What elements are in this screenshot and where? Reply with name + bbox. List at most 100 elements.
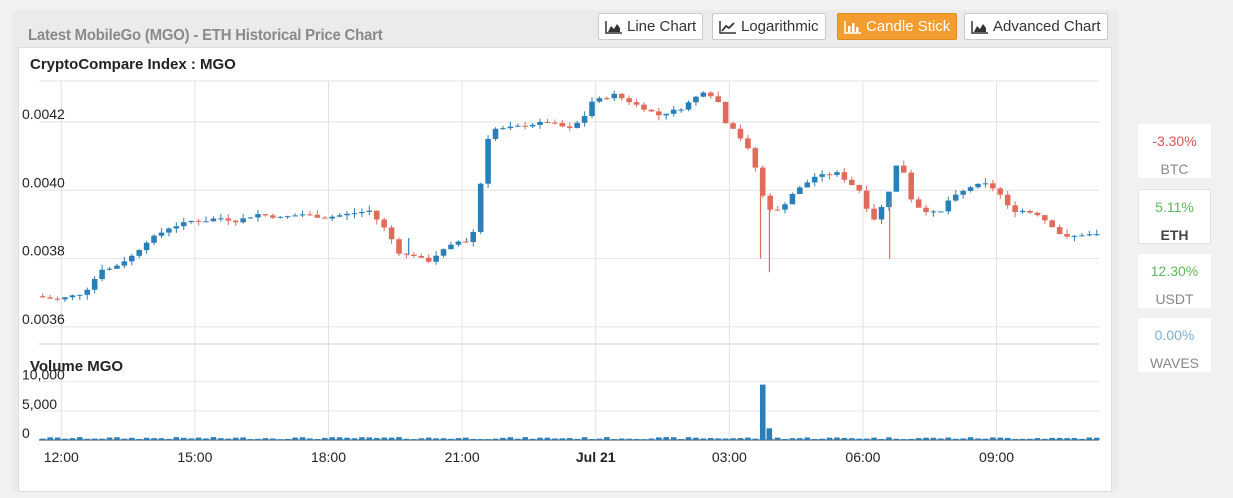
- candle-up: [351, 213, 358, 215]
- volume-bar: [47, 437, 53, 440]
- volume-bar: [39, 438, 46, 440]
- volume-bar: [663, 437, 670, 440]
- volume-bar: [1012, 438, 1018, 440]
- volume-bar: [514, 438, 521, 440]
- volume-bar: [1093, 437, 1100, 440]
- market-usdt[interactable]: 12.30% USDT: [1138, 254, 1211, 308]
- candle-down: [195, 220, 202, 222]
- volume-bar: [396, 437, 402, 440]
- volume-bar: [893, 438, 900, 440]
- market-btc[interactable]: -3.30% BTC: [1138, 124, 1211, 178]
- volume-bar: [344, 437, 350, 440]
- candle-up: [77, 294, 83, 296]
- candle-up: [797, 187, 803, 194]
- volume-spike-bar: [759, 384, 766, 440]
- market-btc-change: -3.30%: [1152, 133, 1197, 149]
- candle-down: [463, 241, 469, 243]
- candle-up: [514, 125, 521, 127]
- candle-up: [581, 116, 588, 123]
- candle-up: [448, 244, 454, 250]
- line-chart-label: Line Chart: [627, 18, 697, 35]
- volume-bar: [485, 439, 491, 440]
- candle-up: [1079, 235, 1085, 237]
- candle-down: [39, 296, 46, 298]
- candle-up: [945, 200, 952, 212]
- volume-bar: [114, 437, 120, 440]
- volume-bar: [841, 437, 848, 440]
- volume-bar: [91, 438, 98, 440]
- volume-tick-label: 0: [22, 425, 30, 441]
- volume-bar: [886, 437, 892, 440]
- candle-up: [1093, 234, 1100, 236]
- candle-up: [700, 92, 707, 97]
- candle-down: [396, 239, 402, 254]
- candle-up: [960, 190, 966, 195]
- volume-bar: [1004, 437, 1011, 440]
- volume-bar: [782, 438, 788, 440]
- volume-bar: [774, 437, 781, 440]
- candle-down: [863, 190, 870, 209]
- volume-bar: [411, 439, 417, 440]
- candle-down: [1004, 194, 1011, 206]
- volume-bar: [470, 438, 477, 440]
- advanced-chart-button[interactable]: Advanced Chart: [964, 13, 1108, 40]
- candle-down: [1064, 234, 1070, 237]
- candle-down: [1042, 215, 1048, 221]
- candle-up: [470, 231, 477, 242]
- volume-bar: [270, 438, 276, 440]
- candle-up: [151, 235, 157, 243]
- candle-down: [656, 111, 662, 116]
- volume-bar: [915, 438, 922, 440]
- volume-bar: [463, 437, 469, 440]
- candle-up: [121, 261, 128, 266]
- volume-bar: [1086, 437, 1093, 440]
- volume-bar: [960, 438, 966, 440]
- volume-bar: [180, 437, 187, 440]
- candle-down: [232, 220, 239, 223]
- line-chart-button[interactable]: Line Chart: [598, 13, 704, 40]
- volume-bar: [195, 437, 202, 440]
- logarithmic-label: Logarithmic: [741, 18, 819, 35]
- market-waves-symbol: WAVES: [1149, 355, 1199, 371]
- candle-up: [247, 217, 254, 219]
- volume-bar: [507, 437, 514, 440]
- candle-up: [277, 216, 284, 218]
- volume-bar: [62, 438, 68, 440]
- candle-up: [106, 268, 113, 270]
- volume-bar: [255, 438, 261, 440]
- volume-bar: [121, 438, 128, 440]
- chart-title: CryptoCompare Index : MGO: [30, 56, 236, 73]
- candle-down: [522, 125, 528, 127]
- market-waves-change: 0.00%: [1154, 327, 1195, 343]
- candle-up: [433, 255, 439, 262]
- candle-up: [967, 187, 974, 191]
- volume-bar: [440, 438, 447, 440]
- market-eth-change: 5.11%: [1155, 199, 1194, 215]
- candle-down: [552, 122, 558, 124]
- market-eth[interactable]: 5.11% ETH: [1138, 189, 1211, 244]
- candle-down: [314, 214, 321, 218]
- volume-bar: [299, 437, 306, 440]
- candle-stick-button[interactable]: Candle Stick: [837, 13, 958, 40]
- volume-bar: [173, 437, 180, 440]
- market-waves[interactable]: 0.00% WAVES: [1138, 318, 1211, 372]
- logarithmic-button[interactable]: Logarithmic: [712, 13, 826, 40]
- candle-up: [240, 218, 246, 223]
- candle-up: [143, 242, 150, 251]
- candle-up: [938, 211, 944, 213]
- volume-bar: [559, 438, 566, 440]
- volume-bar: [143, 437, 150, 440]
- volume-bar: [737, 438, 744, 440]
- volume-bar: [693, 437, 699, 440]
- candle-up: [670, 109, 677, 114]
- volume-bar: [388, 437, 395, 440]
- candle-up: [893, 165, 900, 192]
- line-chart-icon: [719, 20, 736, 34]
- candle-up: [299, 214, 306, 216]
- market-usdt-symbol: USDT: [1155, 291, 1194, 307]
- volume-bar: [715, 438, 721, 440]
- candle-up: [804, 182, 811, 188]
- candle-down: [745, 138, 751, 149]
- volume-bar: [618, 438, 625, 440]
- candle-up: [173, 226, 180, 229]
